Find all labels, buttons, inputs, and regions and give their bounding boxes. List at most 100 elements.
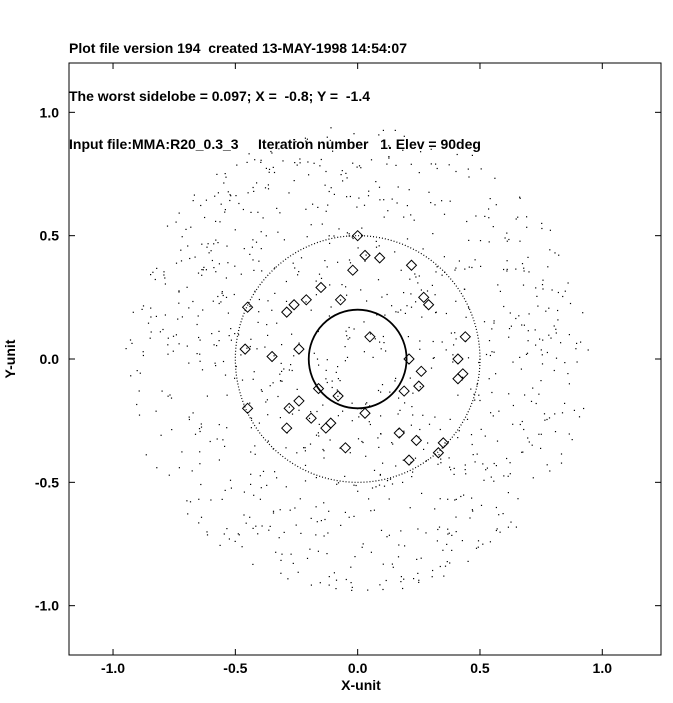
dot-point [352,237,354,240]
dot-point [202,269,204,271]
dot-point [309,443,312,445]
dot-point [380,348,382,350]
dot-point [493,462,495,465]
dot-point [498,514,500,516]
dot-point [365,254,367,256]
dot-point [506,232,508,234]
dot-point [223,182,225,184]
dot-point [345,286,347,288]
dot-point [337,482,340,484]
dot-point [485,469,487,471]
dot-point [261,270,263,272]
dot-point [397,413,399,415]
dot-point [281,553,283,555]
dot-point [288,406,290,408]
dot-point [234,265,236,267]
dot-point [240,354,242,356]
y-tick-label: -0.5 [35,474,59,490]
dot-point [326,136,328,138]
dot-point [375,181,377,183]
dot-point [150,331,152,333]
dot-point [445,349,447,351]
dot-point [535,287,537,289]
plot-frame [68,62,662,656]
diamond-marker [459,331,472,343]
dot-point [268,168,271,170]
dot-point [208,252,210,254]
dot-point [150,274,152,276]
dot-point [331,386,333,389]
dot-point [471,154,473,156]
dot-point [532,477,534,479]
dot-point [451,549,453,551]
diamond-marker [393,427,405,439]
dot-point [200,423,202,425]
dot-point [260,231,262,233]
dot-point [318,435,320,437]
dot-point [378,484,381,486]
dot-point [337,378,339,380]
dot-point [449,466,451,468]
dot-point [377,389,380,392]
dot-point [462,376,464,378]
dot-point [308,174,310,176]
dot-point [573,409,575,411]
dot-point [364,260,366,262]
dot-point [523,267,525,269]
dot-point [365,455,367,457]
dot-point [192,300,194,303]
dot-point [375,246,378,248]
dot-point [150,307,152,309]
dot-point [488,208,490,210]
dot-point [484,435,486,437]
dot-point [218,330,220,332]
dot-point [339,380,341,382]
dot-point [523,270,525,272]
dot-point [328,190,330,193]
dot-point [261,525,263,527]
dot-point [564,290,566,292]
dot-point [310,584,312,586]
dot-point [361,546,363,548]
dot-point [260,161,262,163]
dot-point [414,457,417,459]
dot-point [460,495,462,498]
dot-point [471,497,473,499]
dot-point [455,170,457,173]
dot-point [373,469,376,471]
dot-point [515,268,517,270]
dot-point [580,341,582,343]
dot-point [549,249,551,251]
dot-point [567,282,569,284]
dot-point [258,422,260,424]
diamond-marker [339,442,352,454]
x-axis-label: X-unit [341,677,381,693]
dot-point [351,586,353,588]
dot-point [489,354,491,357]
dot-point [264,346,266,348]
dot-point [283,368,285,370]
dot-point [201,369,204,371]
dot-point [528,313,530,315]
dot-point [304,480,307,482]
dot-point [241,546,243,548]
dot-point [192,200,194,202]
dot-point [391,483,394,485]
dot-point [528,441,530,443]
dot-point [492,415,494,417]
dot-point [346,177,348,179]
dot-point [358,165,361,167]
dot-point [237,533,239,535]
dot-point [205,269,207,271]
dot-point [453,473,455,475]
dot-point [188,416,190,418]
dot-point [485,353,488,356]
dot-point [386,536,388,538]
dot-point [198,498,200,500]
dot-point [229,199,231,202]
dot-point [541,284,544,286]
dot-point [491,351,493,353]
dot-point [320,277,323,279]
dot-point [557,309,559,312]
dot-point [476,453,478,455]
